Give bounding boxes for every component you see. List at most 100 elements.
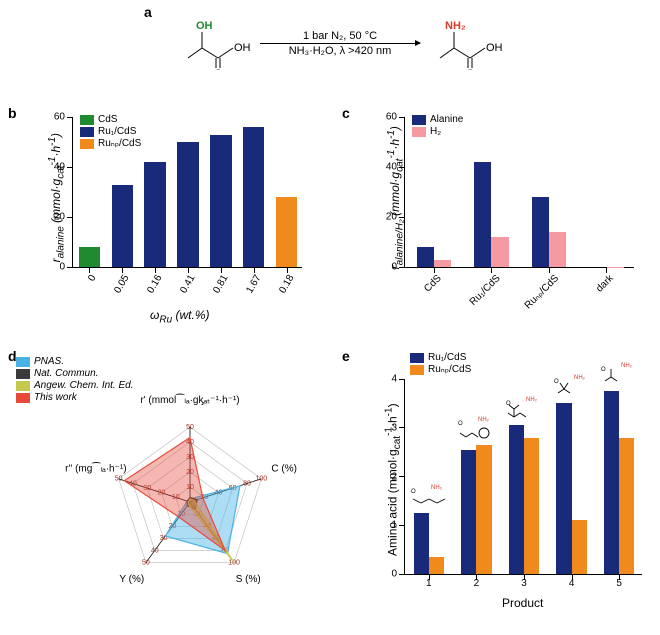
bar	[414, 513, 429, 574]
product-structure-icon: NH₂ O	[552, 369, 592, 399]
bar	[606, 267, 623, 268]
x-tick-label: CdS	[422, 273, 444, 295]
svg-text:100: 100	[255, 476, 267, 483]
bar	[509, 425, 524, 574]
product-structure-icon: NH₂ O	[504, 391, 544, 421]
x-tick-label: Ru₁/CdS	[468, 273, 503, 308]
bar	[619, 438, 634, 575]
x-tick-label: 0.05	[113, 273, 132, 295]
bar	[417, 247, 434, 267]
legend: AlanineH₂	[412, 114, 463, 138]
reaction-conditions-bottom: NH₃·H₂O, λ >420 nm	[289, 44, 392, 58]
panel-b-chart: 020406000.050.160.410.811.670.18ralanine…	[20, 110, 320, 330]
radar-axis-label: C (%)	[271, 463, 297, 474]
y-axis-title: ralanine (mmol·gcat-1·h-1)	[47, 133, 66, 262]
legend-label: Ruₙₚ/CdS	[98, 138, 141, 149]
reactant-molecule: OH OH O	[178, 14, 250, 73]
x-axis-title: Product	[502, 596, 543, 610]
panel-e-chart: 012341NH₂O2NH₂O3NH₂O4NH₂O5NH₂OAmino acid…	[352, 352, 652, 627]
bar	[434, 260, 451, 268]
x-tick-label: 0.18	[277, 273, 296, 295]
x-tick-label: 0	[87, 273, 99, 283]
y-axis-title: Amino acid (mmol·gcat-1·h-1)	[384, 403, 403, 556]
svg-text:O: O	[506, 401, 511, 407]
legend-label: PNAS.	[34, 356, 64, 367]
x-tick-label: Ruₙₚ/CdS	[522, 273, 560, 311]
legend-label: Alanine	[430, 114, 463, 125]
svg-text:O: O	[458, 421, 463, 427]
x-tick-label: 1.67	[244, 273, 263, 295]
product-structure-icon: NH₂O	[456, 411, 496, 441]
x-tick-label: 2	[474, 578, 480, 589]
legend: PNAS.Nat. Commun.Angew. Chem. Int. Ed.Th…	[16, 356, 134, 404]
x-tick-label: 0.81	[211, 273, 230, 295]
legend-label: Ruₙₚ/CdS	[428, 364, 471, 375]
legend-label: H₂	[430, 126, 441, 137]
bar	[532, 197, 549, 267]
radar-axis-label: Y (%)	[119, 574, 144, 585]
product-molecule: NH₂ OH O	[430, 14, 502, 73]
svg-text:O: O	[466, 68, 475, 70]
bar	[474, 162, 491, 267]
y-tick-label: 0	[59, 262, 65, 273]
bar	[476, 445, 491, 574]
svg-text:50: 50	[186, 424, 194, 431]
bar	[461, 450, 476, 574]
svg-text:O: O	[411, 489, 416, 495]
x-tick-label: 0.41	[178, 273, 197, 295]
x-tick-label: 5	[616, 578, 622, 589]
panel-e-label: e	[342, 348, 350, 364]
product-structure-icon: NH₂ O	[409, 479, 449, 509]
panel-b-label: b	[8, 105, 17, 121]
y-axis-title: ralanine/H₂ (mmol·gcat-1·h-1)	[386, 126, 405, 269]
panel-c-chart: 0204060CdSRu₁/CdSRuₙₚ/CdSdarkralanine/H₂…	[352, 110, 652, 330]
svg-text:O: O	[601, 367, 606, 373]
svg-text:100: 100	[228, 560, 240, 567]
legend-label: Nat. Commun.	[34, 368, 98, 379]
svg-text:NH₂: NH₂	[621, 363, 633, 369]
svg-text:O: O	[214, 68, 223, 70]
svg-text:OH: OH	[196, 20, 213, 32]
bar	[144, 162, 165, 267]
legend: Ru₁/CdSRuₙₚ/CdS	[410, 352, 471, 376]
bar	[572, 520, 587, 574]
legend: CdSRu₁/CdSRuₙₚ/CdS	[80, 114, 141, 150]
bar	[491, 237, 508, 267]
legend-label: This work	[34, 392, 77, 403]
bar	[177, 142, 198, 267]
svg-text:OH: OH	[486, 42, 502, 54]
bar	[243, 127, 264, 267]
svg-text:NH₂: NH₂	[574, 375, 586, 381]
svg-text:80: 80	[243, 480, 251, 487]
svg-text:O: O	[554, 379, 559, 385]
x-tick-label: 0.16	[145, 273, 164, 295]
radar-axis-label: S (%)	[236, 574, 261, 585]
legend-label: Ru₁/CdS	[98, 126, 136, 137]
y-tick-label: 4	[391, 374, 397, 385]
svg-text:NH₂: NH₂	[445, 20, 466, 32]
y-tick-label: 60	[54, 112, 65, 123]
reaction-arrow: 1 bar N₂, 50 °C NH₃·H₂O, λ >420 nm	[260, 29, 420, 58]
radar-axis-label: r' (mmol⁀ₗₐ·gᶄₐₜ⁻¹·h⁻¹)	[140, 393, 239, 406]
bar	[112, 185, 133, 268]
x-axis-title: ωRu (wt.%)	[150, 308, 210, 325]
bar	[79, 247, 100, 267]
x-tick-label: dark	[594, 273, 616, 295]
svg-text:50: 50	[115, 476, 123, 483]
x-tick-label: 4	[569, 578, 575, 589]
bar	[524, 438, 539, 575]
panel-a-reaction: OH OH O 1 bar N₂, 50 °C NH₃·H₂O, λ >420 …	[150, 14, 530, 84]
bar	[276, 197, 297, 267]
bar	[604, 391, 619, 574]
svg-text:50: 50	[142, 560, 150, 567]
legend-label: CdS	[98, 114, 117, 125]
x-tick-label: 1	[426, 578, 432, 589]
y-tick-label: 60	[386, 112, 397, 123]
svg-text:NH₂: NH₂	[431, 485, 443, 491]
panel-c-label: c	[342, 105, 350, 121]
svg-text:NH₂: NH₂	[526, 397, 538, 403]
svg-text:OH: OH	[234, 42, 250, 54]
reaction-conditions-top: 1 bar N₂, 50 °C	[303, 29, 377, 43]
legend-label: Ru₁/CdS	[428, 352, 466, 363]
legend-label: Angew. Chem. Int. Ed.	[34, 380, 134, 391]
